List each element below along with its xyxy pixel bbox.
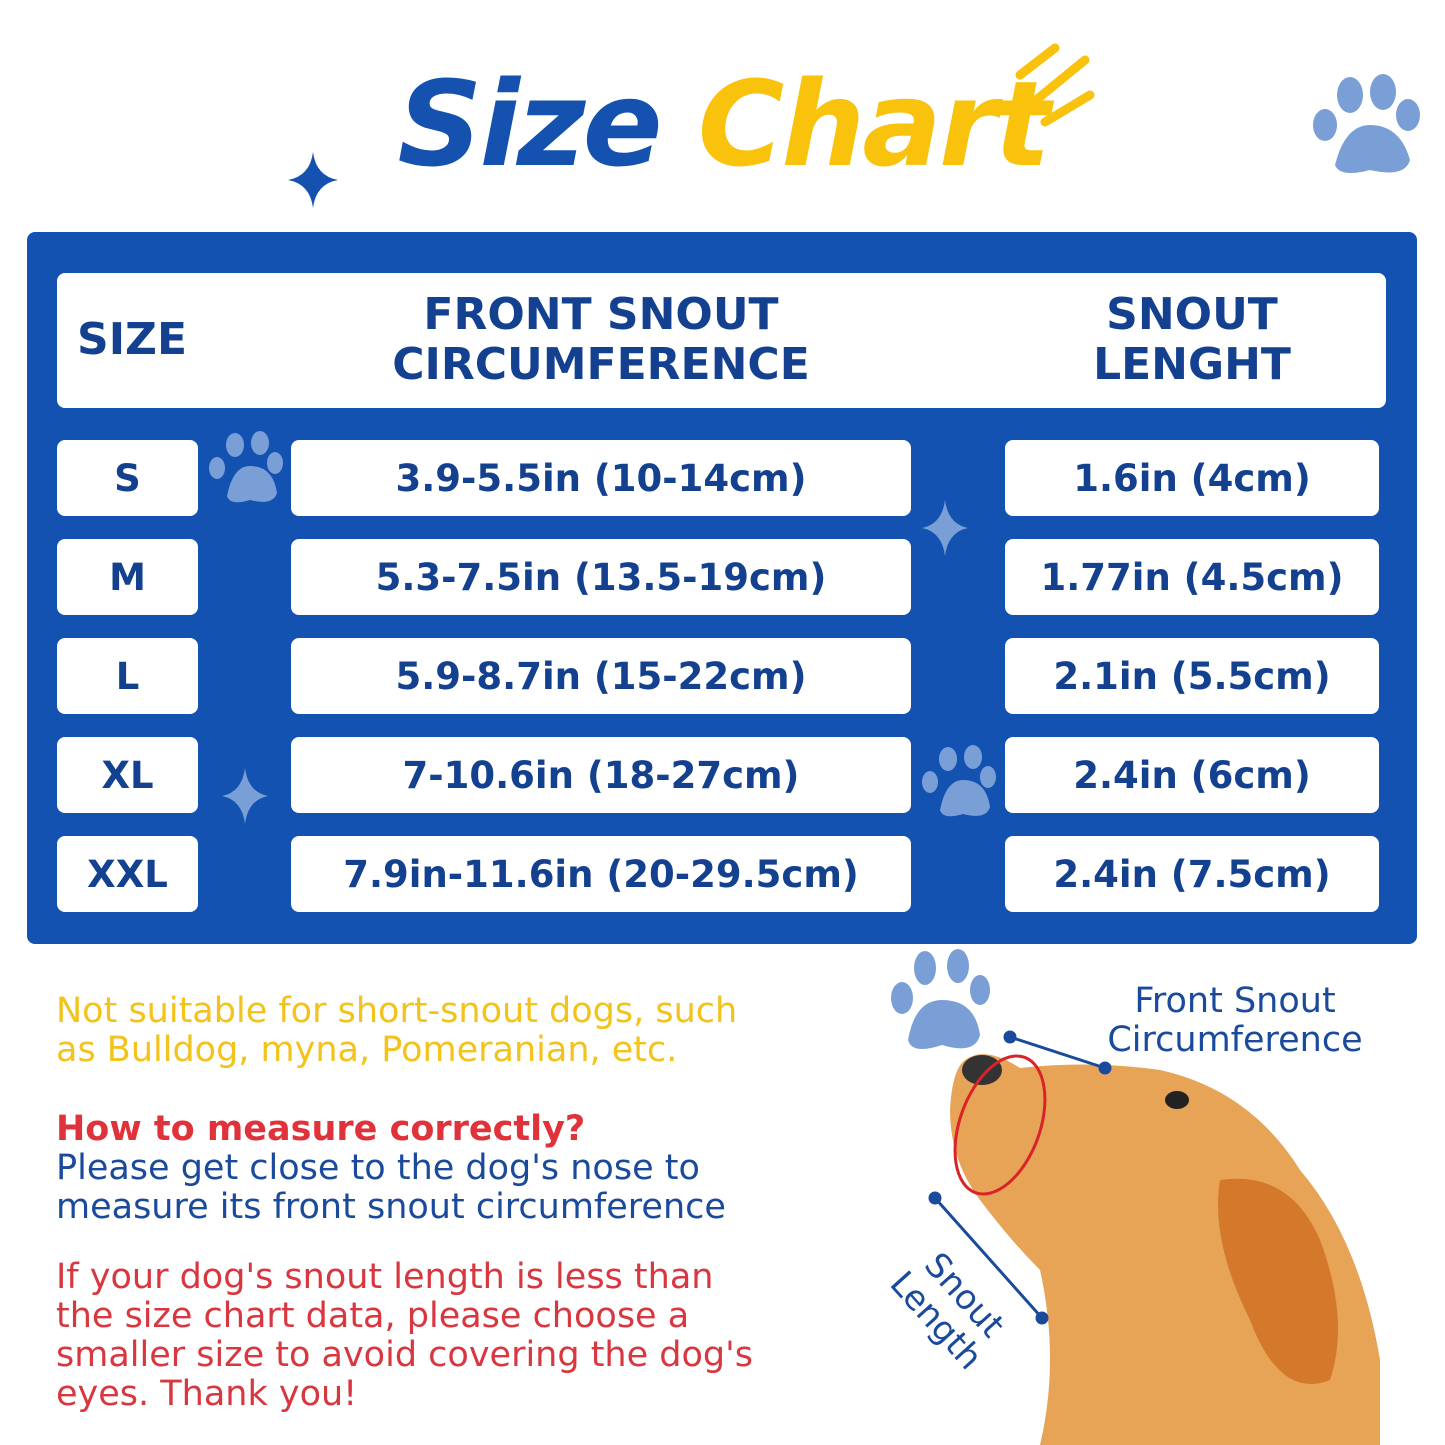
dog-eye — [1165, 1091, 1189, 1109]
warning-line: Not suitable for short-snout dogs, such — [56, 991, 738, 1031]
table-cell-circumference: 5.3-7.5in (13.5-19cm) — [291, 539, 911, 615]
tip-line: the size chart data, please choose a — [56, 1296, 690, 1336]
table-cell-length: 2.1in (5.5cm) — [1005, 638, 1379, 714]
table-cell-size: S — [57, 440, 198, 516]
table-cell-circumference: 5.9-8.7in (15-22cm) — [291, 638, 911, 714]
page-title: Size Chart — [0, 55, 1445, 193]
circumference-ring — [953, 1054, 1047, 1196]
warning-note: Not suitable for short-snout dogs, such … — [56, 992, 737, 1070]
how-title: How to measure correctly? — [56, 1109, 586, 1149]
how-to-measure: How to measure correctly? Please get clo… — [56, 1110, 726, 1227]
header-length: SNOUT LENGHT — [1005, 290, 1379, 390]
table-cell-circumference: 7.9in-11.6in (20-29.5cm) — [291, 836, 911, 912]
star-icon — [222, 768, 268, 824]
dog-ear — [1218, 1178, 1338, 1384]
title-chart: Chart — [697, 55, 1051, 193]
table-cell-size: L — [57, 638, 198, 714]
header-circumference-line2: CIRCUMFERENCE — [392, 339, 810, 390]
circumference-label-line: Front Snout — [1134, 981, 1336, 1021]
paw-icon — [209, 431, 283, 503]
paw-icon — [1313, 74, 1420, 174]
how-line: Please get close to the dog's nose to — [56, 1148, 700, 1188]
header-length-line1: SNOUT — [1106, 289, 1278, 340]
table-cell-length: 1.6in (4cm) — [1005, 440, 1379, 516]
circumference-label: Front Snout Circumference — [1080, 982, 1390, 1060]
table-cell-size: M — [57, 539, 198, 615]
header-circumference: FRONT SNOUT CIRCUMFERENCE — [291, 290, 911, 390]
table-cell-circumference: 3.9-5.5in (10-14cm) — [291, 440, 911, 516]
tip-line: eyes. Thank you! — [56, 1374, 358, 1414]
star-icon — [288, 152, 338, 208]
title-size: Size — [397, 55, 662, 193]
warning-line: as Bulldog, myna, Pomeranian, etc. — [56, 1030, 678, 1070]
dog-nose — [962, 1055, 1002, 1085]
table-cell-size: XL — [57, 737, 198, 813]
header-length-line2: LENGHT — [1093, 339, 1291, 390]
table-header — [57, 273, 1386, 408]
how-line: measure its front snout circumference — [56, 1187, 726, 1227]
header-circumference-line1: FRONT SNOUT — [423, 289, 779, 340]
table-cell-length: 1.77in (4.5cm) — [1005, 539, 1379, 615]
tip-note: If your dog's snout length is less than … — [56, 1258, 753, 1414]
table-cell-length: 2.4in (6cm) — [1005, 737, 1379, 813]
tip-line: If your dog's snout length is less than — [56, 1257, 714, 1297]
table-cell-length: 2.4in (7.5cm) — [1005, 836, 1379, 912]
header-size: SIZE — [77, 314, 188, 365]
paw-icon — [922, 745, 996, 817]
circumference-label-line: Circumference — [1107, 1020, 1363, 1060]
table-cell-circumference: 7-10.6in (18-27cm) — [291, 737, 911, 813]
tip-line: smaller size to avoid covering the dog's — [56, 1335, 753, 1375]
sparkle-lines-icon — [1015, 43, 1095, 127]
star-icon — [922, 500, 968, 556]
paw-icon — [891, 949, 990, 1049]
table-cell-size: XXL — [57, 836, 198, 912]
dog-measurement-illustration — [891, 949, 1380, 1445]
